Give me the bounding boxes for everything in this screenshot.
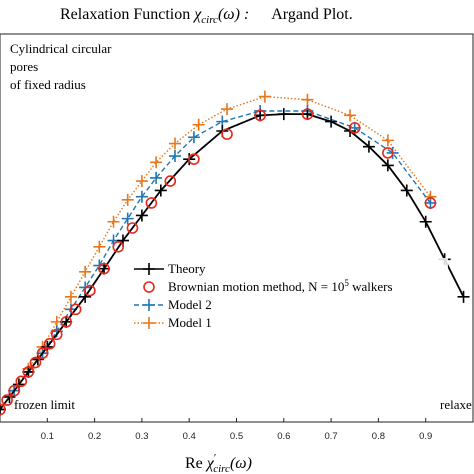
data-point	[98, 262, 111, 275]
legend-theory-label: Theory	[168, 261, 206, 276]
x-tick-label: 0.4	[183, 431, 196, 442]
data-point	[254, 109, 266, 122]
data-point	[154, 184, 167, 197]
legend-entry-model-2: Model 2	[134, 297, 212, 312]
data-point	[381, 159, 394, 172]
data-point	[169, 150, 182, 163]
data-point	[419, 215, 432, 228]
data-point	[112, 240, 125, 253]
data-point	[107, 215, 120, 228]
data-point	[145, 197, 158, 209]
data-point	[50, 328, 63, 341]
data-point	[8, 384, 20, 397]
x-tick-label: 0.3	[135, 431, 148, 442]
legend-theory-marker	[143, 263, 155, 275]
legend-entry-model-1: Model 1	[134, 315, 212, 330]
series-1	[0, 108, 437, 416]
data-point	[15, 375, 28, 388]
legend-model-2-marker	[143, 299, 155, 311]
data-point	[150, 156, 163, 169]
data-point	[79, 265, 92, 278]
geometry-note-line-3: of fixed radius	[10, 77, 86, 92]
data-point	[381, 134, 394, 147]
data-point	[192, 118, 205, 131]
data-point	[121, 193, 134, 206]
data-point	[362, 140, 375, 153]
data-point	[258, 90, 271, 103]
data-point	[188, 153, 200, 165]
data-point	[135, 209, 148, 222]
data-point	[254, 109, 267, 122]
data-point	[135, 175, 148, 188]
legend-box	[128, 258, 448, 336]
legend-model-1-marker	[143, 317, 155, 329]
x-tick-label: 0.5	[230, 431, 243, 442]
data-point	[93, 240, 106, 253]
data-point	[325, 115, 338, 128]
legend-model-2-label: Model 2	[168, 297, 212, 312]
data-point	[43, 337, 56, 350]
geometry-note-line-2: pores	[10, 59, 38, 74]
data-point	[121, 212, 134, 225]
data-point	[348, 122, 361, 134]
data-point	[221, 103, 234, 116]
legend: Theory Brownian motion method, N = 105 w…	[128, 258, 448, 336]
data-point	[84, 284, 96, 297]
data-point	[0, 403, 6, 416]
x-axis-label: Re χ′ circ(ω)	[185, 452, 252, 474]
relaxed-limit-label: relaxe	[440, 397, 472, 412]
data-point	[0, 403, 6, 416]
data-point	[382, 147, 394, 159]
x-tick-label: 0.6	[277, 431, 290, 442]
data-point	[424, 196, 437, 209]
data-point	[22, 365, 35, 378]
data-point	[187, 131, 200, 144]
legend-entry-brownian: Brownian motion method, N = 105 walkers	[143, 278, 393, 294]
legend-brownian-label: Brownian motion method, N = 105 walkers	[168, 278, 393, 294]
data-point	[457, 290, 470, 303]
data-point	[400, 184, 413, 197]
data-point	[64, 290, 77, 303]
x-tick-label: 0.8	[372, 431, 385, 442]
data-point	[301, 108, 314, 121]
series-layer	[0, 90, 470, 416]
frozen-limit-label: frozen limit	[14, 397, 75, 412]
data-point	[69, 303, 82, 316]
data-point	[135, 190, 148, 203]
data-point	[169, 137, 182, 150]
legend-entry-theory: Theory	[134, 261, 206, 276]
x-axis-ticks: 0.1 0.2 0.3 0.4 0.5 0.6 0.7 0.8 0.9	[41, 418, 432, 442]
data-point	[164, 175, 177, 187]
legend-model-1-label: Model 1	[168, 315, 212, 330]
geometry-note-line-1: Cylindrical circular	[10, 41, 112, 56]
data-point	[344, 109, 357, 122]
data-point	[126, 222, 139, 234]
data-point	[36, 347, 49, 359]
data-point	[301, 108, 314, 120]
data-point	[98, 262, 110, 275]
data-point	[150, 171, 163, 184]
chart-title: Relaxation Function χcirc(ω) : Argand Plo…	[60, 6, 353, 26]
legend-brownian-marker	[143, 281, 155, 293]
data-point	[1, 394, 13, 406]
x-tick-label: 0.7	[324, 431, 337, 442]
data-point	[301, 93, 314, 106]
x-tick-label: 0.9	[419, 431, 432, 442]
x-tick-label: 0.2	[88, 431, 101, 442]
data-point	[277, 108, 290, 121]
x-tick-label: 0.1	[41, 431, 54, 442]
data-point	[60, 315, 73, 328]
plot-frame	[0, 33, 474, 423]
data-point	[60, 316, 73, 328]
data-point	[221, 128, 233, 140]
data-point	[22, 366, 35, 378]
data-point	[29, 356, 42, 369]
data-point	[424, 197, 437, 209]
